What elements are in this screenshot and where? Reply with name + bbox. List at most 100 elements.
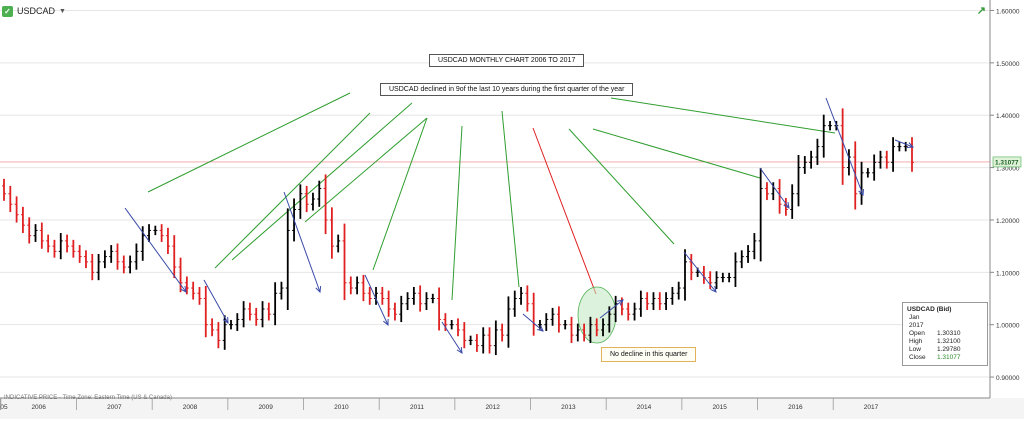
ohlc-bar	[878, 150, 883, 169]
ohlc-bar	[140, 226, 145, 261]
ohlc-bar	[90, 253, 95, 281]
arrow-shaft	[825, 97, 864, 196]
ohlc-bar	[632, 302, 637, 321]
arrow-head	[180, 286, 187, 293]
arrow-shaft	[124, 207, 187, 293]
ohlc-bar	[752, 233, 757, 260]
ohlc-row: High 1.32100	[909, 338, 961, 345]
highlight-line	[532, 127, 597, 295]
ohlc-bar	[115, 243, 120, 270]
annotation-line	[592, 128, 761, 179]
annotation-line	[147, 92, 351, 193]
arrow-shaft	[522, 313, 544, 332]
trend-up-icon[interactable]: ↗	[976, 5, 986, 17]
x-tick-label: 2006	[31, 404, 46, 411]
ohlc-bar	[531, 292, 536, 336]
y-tick-label: 1.40000	[996, 113, 1020, 120]
ohlc-bar	[418, 285, 423, 312]
arrow-head	[537, 325, 544, 332]
chevron-down-icon[interactable]: ▼	[59, 7, 66, 15]
ohlc-bar	[367, 286, 372, 305]
ohlc-bar	[872, 154, 877, 181]
symbol-selector[interactable]: ✓ USDCAD ▼	[2, 4, 66, 18]
ohlc-bar	[285, 208, 290, 311]
ohlc-bar	[657, 292, 662, 311]
decline-arrow	[203, 279, 229, 325]
ohlc-bar	[481, 327, 486, 354]
arrow-head	[315, 285, 322, 294]
ohlc-bar	[670, 286, 675, 305]
current-price-label: 1.31077	[995, 159, 1019, 166]
annotation-line	[372, 117, 428, 271]
ohlc-bar	[304, 185, 309, 213]
ohlc-bar	[456, 318, 460, 337]
arrow-shaft	[894, 139, 914, 148]
ohlc-bar	[178, 257, 183, 293]
ohlc-bar	[846, 149, 851, 176]
ohlc-bar	[266, 302, 271, 321]
ohlc-bar	[58, 233, 63, 260]
ohlc-bar	[821, 114, 826, 158]
ohlc-bar	[651, 292, 656, 311]
x-tick-label: 2015	[712, 404, 727, 411]
x-tick-label: 2013	[561, 404, 576, 411]
x-tick-label: 2005	[0, 404, 8, 411]
arrow-head	[383, 318, 389, 327]
grid	[0, 9, 990, 378]
ohlc-bar	[241, 301, 246, 328]
ohlc-bar	[399, 295, 404, 323]
decline-arrow	[759, 167, 790, 209]
arrow-shaft	[364, 274, 389, 326]
ohlc-bar	[802, 156, 807, 174]
arrow-shaft	[759, 167, 790, 209]
ohlc-bar	[525, 285, 530, 312]
arrow-head	[783, 202, 790, 209]
price-bars	[2, 108, 914, 356]
ohlc-bar	[336, 234, 341, 253]
ohlc-bar	[329, 207, 334, 259]
ohlc-bar	[796, 155, 801, 207]
ohlc-bar	[727, 272, 732, 283]
ohlc-bar	[424, 292, 429, 311]
x-tick-label: 2011	[410, 404, 424, 411]
ohlc-bar	[601, 318, 606, 337]
ohlc-bar	[153, 225, 158, 236]
y-tick-label: 1.20000	[996, 218, 1020, 225]
ohlc-row: Close 1.31077	[909, 354, 961, 361]
ohlc-bar	[191, 281, 196, 300]
ohlc-bar	[260, 301, 265, 328]
ohlc-bar	[815, 138, 820, 165]
ohlc-bar	[65, 234, 70, 253]
x-tick-label: 2016	[788, 404, 803, 411]
ohlc-bar	[229, 319, 233, 330]
ohlc-bar	[254, 307, 259, 326]
x-tick-label: 2017	[864, 404, 879, 411]
ohlc-bar	[437, 287, 442, 331]
ohlc-bar	[468, 335, 473, 346]
ohlc-bar	[298, 184, 303, 219]
ohlc-title: USDCAD (Bid)	[907, 306, 952, 313]
ohlc-bar	[380, 286, 385, 305]
ohlc-bar	[52, 239, 57, 258]
ohlc-bar	[790, 184, 795, 219]
ohlc-bar	[582, 323, 587, 342]
ohlc-bar	[708, 271, 713, 290]
decline-arrow	[599, 299, 624, 319]
ohlc-bar	[910, 137, 914, 172]
ohlc-bar	[134, 243, 139, 270]
arrow-head	[906, 142, 915, 148]
ohlc-bar	[386, 290, 391, 317]
ohlc-bar	[172, 235, 177, 279]
y-tick-label: 1.30000	[996, 166, 1020, 173]
ohlc-bar	[840, 108, 845, 185]
ohlc-bar	[613, 295, 618, 323]
ohlc-bar	[210, 318, 215, 337]
ohlc-bar	[758, 168, 763, 262]
ohlc-bar	[317, 180, 322, 207]
arrow-shaft	[283, 191, 321, 293]
ohlc-bar	[891, 137, 896, 172]
ohlc-bar	[550, 307, 555, 326]
ohlc-bar	[764, 182, 769, 201]
ohlc-bar	[128, 255, 133, 274]
ohlc-bar	[247, 302, 252, 321]
